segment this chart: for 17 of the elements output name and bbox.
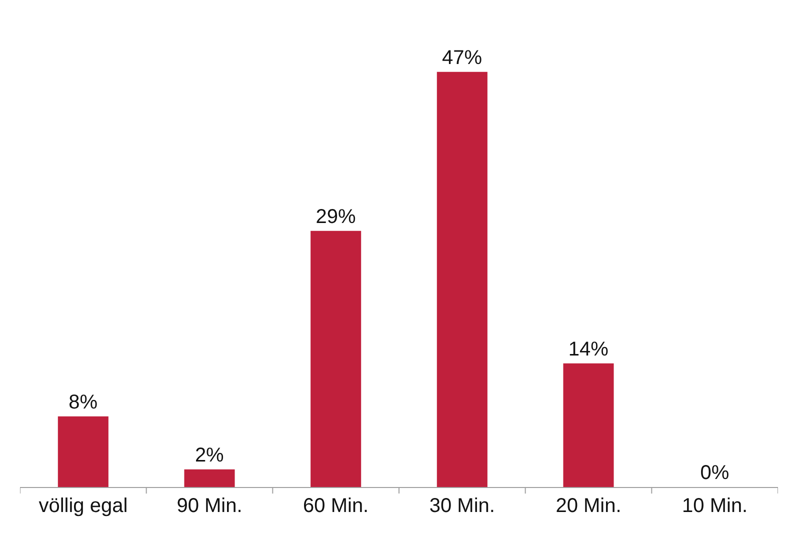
bar (310, 230, 362, 487)
bar (436, 72, 488, 487)
bar (563, 363, 614, 487)
x-tick-label: 20 Min. (556, 495, 622, 517)
data-label: 47% (442, 46, 482, 69)
x-tick-label: völlig egal (38, 495, 128, 517)
bar (184, 469, 235, 487)
bar (58, 416, 108, 487)
data-label: 29% (316, 206, 356, 228)
x-tick-label: 90 Min. (176, 495, 242, 517)
data-label: 14% (568, 338, 609, 360)
x-tick-label: 30 Min. (429, 495, 495, 517)
x-tick-label: 10 Min. (682, 495, 748, 517)
x-tick-label: 60 Min. (303, 495, 369, 517)
data-label: 8% (68, 391, 98, 414)
data-label: 2% (194, 444, 224, 466)
data-label: 0% (700, 462, 730, 484)
